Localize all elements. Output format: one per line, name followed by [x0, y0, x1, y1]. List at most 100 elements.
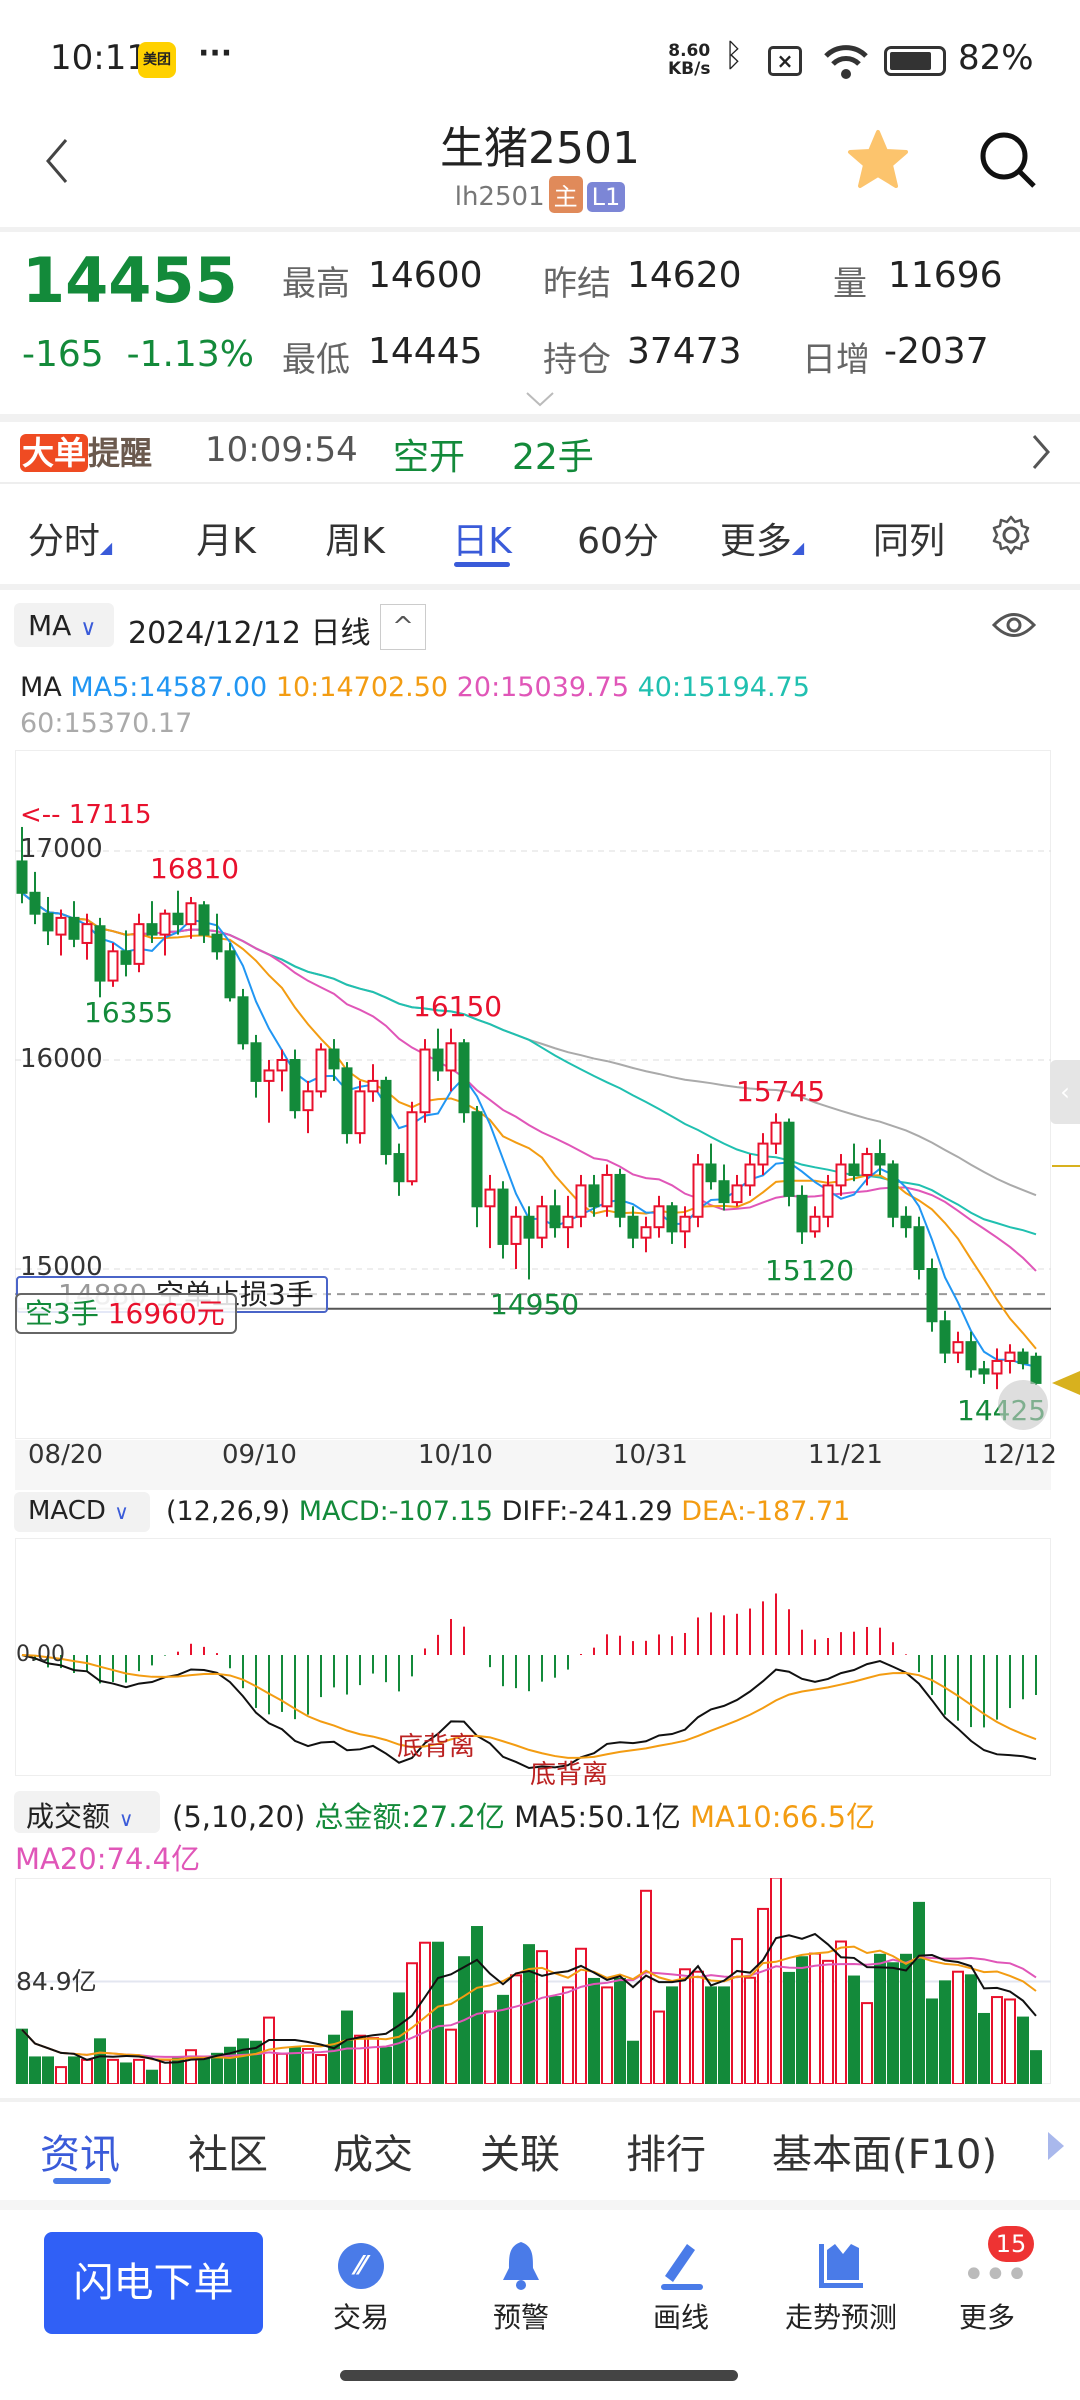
draw-line-button-label[interactable]: 画线 [652, 2301, 710, 2334]
volume-indicator-select[interactable]: 成交额 ∨ [14, 1791, 160, 1833]
tab-fundamentals[interactable]: 基本面(F10) [772, 2132, 998, 2178]
volume-bar [1004, 1998, 1016, 2084]
indicator-select[interactable]: MA ∨ [14, 603, 114, 647]
volume-bar [432, 1941, 444, 2084]
stat-label-low: 最低 [282, 340, 350, 380]
alert-quantity: 22手 [512, 437, 594, 478]
flash-order-button[interactable]: 闪电下单 [44, 2232, 263, 2334]
macd-zero-label: 0.00 [16, 1642, 65, 1667]
tab-daily[interactable]: 日K [452, 521, 512, 562]
macd-indicator-select[interactable]: MACD ∨ [14, 1492, 150, 1532]
tab-intraday[interactable]: 分时◢ [27, 521, 113, 562]
divider [0, 227, 1080, 232]
volume-chart[interactable] [15, 1878, 1051, 2084]
expand-chevron-down-icon[interactable] [525, 390, 555, 408]
tab-60min[interactable]: 60分 [577, 521, 659, 562]
tab-same-column[interactable]: 同列 [872, 521, 946, 562]
tab-news[interactable]: 资讯 [40, 2132, 120, 2178]
volume-bar [185, 2049, 197, 2084]
tab-more[interactable]: 更多◢ [719, 521, 805, 562]
candle-body [237, 996, 249, 1045]
candle-body [432, 1048, 444, 1072]
candle-body [848, 1163, 860, 1176]
volume-bar [510, 1974, 522, 2084]
divergence-label: 底背离 [530, 1760, 609, 1790]
alert-button-label[interactable]: 预警 [492, 2301, 550, 2334]
candle-body [601, 1173, 613, 1208]
volume-bar [692, 1970, 704, 2084]
collapse-chevron-up-icon[interactable]: ^ [380, 604, 426, 650]
volume-bar [887, 1962, 899, 2084]
alert-time: 10:09:54 [205, 430, 358, 470]
stat-label-prev-settle: 昨结 [543, 264, 611, 304]
candle-body [55, 916, 67, 936]
tab-weekly[interactable]: 周K [325, 521, 385, 562]
candle-body [666, 1205, 678, 1233]
candle-body [536, 1205, 548, 1239]
tab-community[interactable]: 社区 [188, 2132, 268, 2178]
big-order-alert-logo: 大单提醒 [20, 434, 153, 472]
draw-line-pen-icon[interactable] [657, 2240, 705, 2292]
favorite-star-icon[interactable] [846, 128, 910, 192]
x-tick-label: 10/10 [418, 1440, 493, 1470]
volume-bar [198, 2056, 210, 2084]
level1-badge: L1 [586, 182, 626, 212]
home-indicator[interactable] [340, 2370, 738, 2381]
floating-button[interactable] [998, 1380, 1048, 1430]
tab-ranking[interactable]: 排行 [626, 2132, 706, 2178]
candle-body [198, 904, 210, 936]
trade-icon[interactable]: ⁄⁄ [338, 2243, 384, 2289]
ma-legend: MA MA5:14587.00 10:14702.50 20:15039.75 … [20, 672, 810, 703]
battery-level: 82% [958, 38, 1034, 78]
candle-body [354, 1090, 366, 1135]
volume-bar [302, 2047, 314, 2084]
volume-bar [991, 1996, 1003, 2084]
candle-body [705, 1163, 717, 1183]
candle-body [913, 1226, 925, 1271]
more-button-label[interactable]: 更多 [958, 2301, 1016, 2334]
visibility-eye-icon[interactable] [992, 610, 1036, 640]
alert-bell-icon[interactable] [499, 2240, 543, 2292]
search-icon[interactable] [976, 128, 1040, 192]
volume-bar [133, 2058, 145, 2084]
candle-body [757, 1142, 769, 1166]
volume-bar [16, 2028, 28, 2084]
volume-bar [640, 1889, 652, 2084]
side-panel-handle[interactable]: ‹ [1050, 1060, 1080, 1124]
volume-bar [627, 2040, 639, 2084]
volume-bar [835, 1940, 847, 2084]
back-chevron-left-icon[interactable] [42, 136, 72, 186]
tab-trades[interactable]: 成交 [333, 2132, 413, 2178]
volume-ma20-line [21, 1956, 1037, 2058]
tab-related[interactable]: 关联 [480, 2132, 560, 2178]
meituan-app-icon: 美团 [138, 42, 176, 78]
price-change: -165 -1.13% [22, 334, 254, 375]
volume-bar [861, 2002, 873, 2084]
divider [0, 2098, 1080, 2102]
alert-action: 空开 [393, 437, 466, 478]
volume-bar [653, 2010, 665, 2084]
trend-forecast-button-label[interactable]: 走势预测 [784, 2301, 898, 2334]
y-tick-label: 16000 [20, 1044, 103, 1074]
candle-body [861, 1153, 873, 1176]
settings-gear-icon[interactable] [990, 514, 1032, 556]
trend-forecast-book-icon[interactable] [817, 2240, 865, 2292]
alert-chevron-right-icon[interactable] [1030, 432, 1052, 472]
candle-body [796, 1194, 808, 1233]
candle-body [692, 1163, 704, 1218]
position-label[interactable]: 空3手 16960元 [15, 1293, 237, 1334]
candle-body [1030, 1355, 1042, 1384]
volume-bar [939, 1980, 951, 2084]
volume-bar [289, 2046, 301, 2084]
volume-bar [900, 1953, 912, 2084]
candle-body [497, 1188, 509, 1245]
tab-monthly[interactable]: 月K [196, 521, 256, 562]
volume-bar [68, 2056, 80, 2084]
trade-button-label[interactable]: 交易 [332, 2301, 390, 2334]
candle-body [185, 902, 197, 926]
macd-chart[interactable] [15, 1538, 1051, 1776]
volume-legend: (5,10,20) 总金额:27.2亿 MA5:50.1亿 MA10:66.5亿 [172, 1800, 876, 1834]
active-tab-indicator [53, 2178, 111, 2184]
volume-bar [484, 2010, 496, 2084]
tabs-scroll-right-icon[interactable] [1048, 2132, 1064, 2160]
